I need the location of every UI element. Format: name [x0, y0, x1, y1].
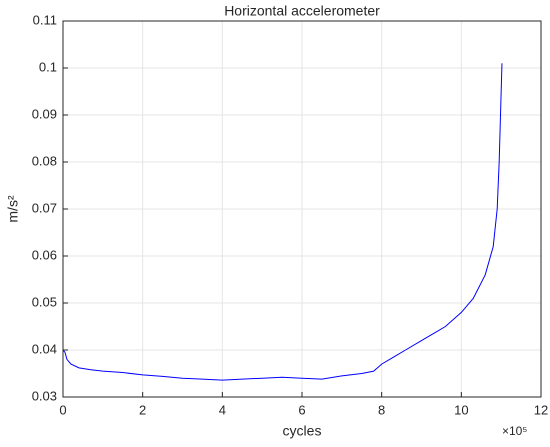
y-tick-label: 0.11 — [33, 12, 57, 27]
y-tick-label: 0.1 — [39, 59, 57, 74]
y-tick-label: 0.05 — [32, 294, 57, 309]
y-axis-label: m/s² — [5, 195, 21, 223]
y-tick-label: 0.09 — [32, 106, 57, 121]
x-tick-label: 2 — [139, 402, 146, 417]
x-tick-label: 4 — [219, 402, 226, 417]
x-tick-label: 8 — [378, 402, 385, 417]
x-axis-label: cycles — [283, 423, 322, 439]
y-tick-label: 0.04 — [32, 341, 57, 356]
plot-frame — [62, 20, 542, 398]
data-line — [62, 63, 503, 381]
y-tick-label: 0.03 — [32, 388, 57, 403]
x-tick-label: 0 — [59, 402, 66, 417]
x-exponent-label: ×10⁵ — [502, 424, 527, 438]
y-tick-label: 0.07 — [32, 200, 57, 215]
x-tick-label: 6 — [298, 402, 305, 417]
x-tick-label: 10 — [454, 402, 468, 417]
x-tick-label: 12 — [534, 402, 548, 417]
chart-title: Horizontal accelerometer — [224, 3, 380, 19]
y-tick-label: 0.06 — [32, 247, 57, 262]
y-tick-label: 0.08 — [32, 153, 57, 168]
